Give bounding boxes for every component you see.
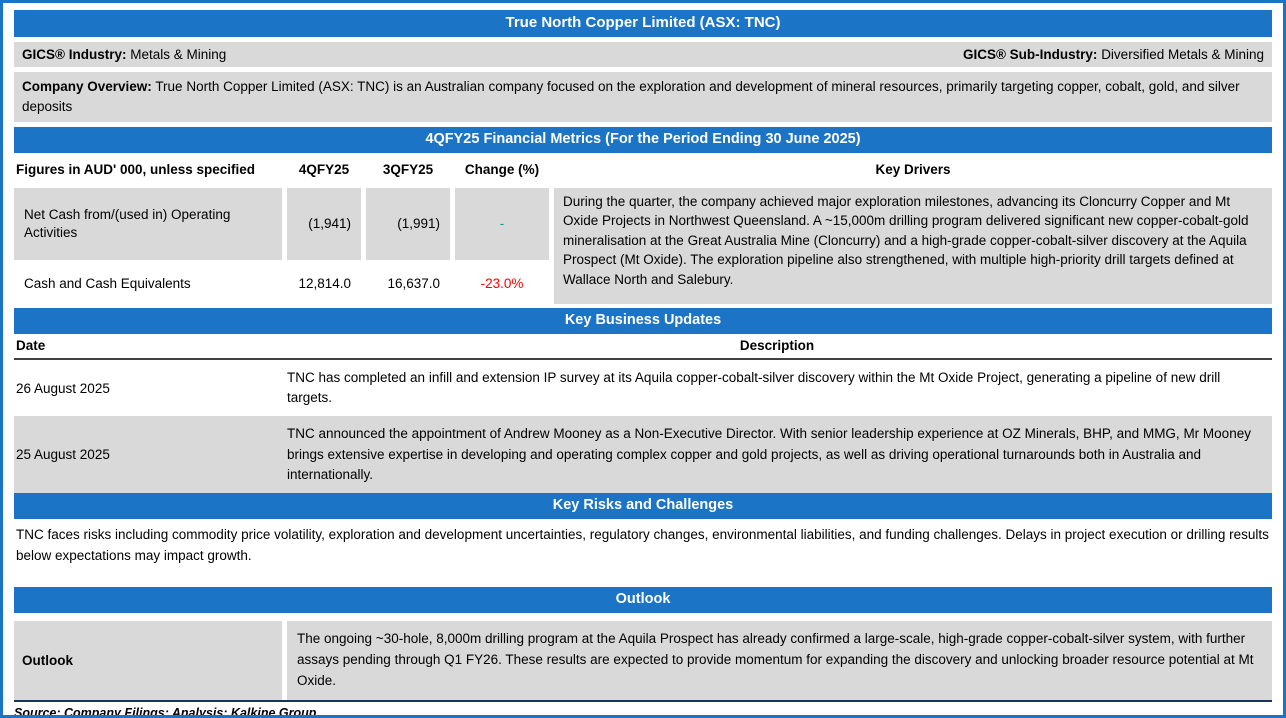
business-update-row: 26 August 2025 TNC has completed an infi… — [14, 360, 1272, 417]
outlook-text: The ongoing ~30-hole, 8,000m drilling pr… — [287, 620, 1272, 700]
column-header-4qfy25: 4QFY25 — [298, 162, 350, 178]
update-description: TNC has completed an infill and extensio… — [287, 369, 1221, 406]
gics-row: GICS® Industry: Metals & Mining GICS® Su… — [14, 41, 1272, 67]
company-overview-label: Company Overview: — [22, 78, 152, 94]
financial-metrics-section-header: 4QFY25 Financial Metrics (For the Period… — [14, 127, 1272, 153]
source-note: Source: Company Filings; Analysis: Kalki… — [14, 699, 1272, 715]
column-header-date: Date — [16, 337, 46, 353]
business-updates-column-headers: Date Description — [14, 334, 1272, 360]
column-header-figures: Figures in AUD' 000, unless specified — [16, 162, 256, 178]
report-title: True North Copper Limited (ASX: TNC) — [14, 10, 1272, 37]
business-update-row: 25 August 2025 TNC announced the appoint… — [14, 416, 1272, 494]
update-date: 25 August 2025 — [16, 447, 110, 463]
risks-section-header: Key Risks and Challenges — [14, 493, 1272, 520]
net-cash-change-value: - — [455, 187, 549, 260]
cash-equivalents-change-value: -23.0% — [480, 276, 524, 292]
gics-industry: GICS® Industry: Metals & Mining — [22, 47, 226, 62]
update-date: 26 August 2025 — [16, 380, 110, 396]
outlook-section-header: Outlook — [14, 586, 1272, 613]
column-header-3qfy25: 3QFY25 — [382, 162, 434, 178]
update-description: TNC announced the appointment of Andrew … — [287, 426, 1251, 482]
risks-text: TNC faces risks including commodity pric… — [16, 527, 1269, 563]
financial-metrics-table: Figures in AUD' 000, unless specified 4Q… — [14, 156, 1272, 304]
net-cash-4q-value: (1,941) — [287, 187, 361, 260]
key-drivers-text: During the quarter, the company achieved… — [554, 187, 1272, 304]
gics-sub-industry: GICS® Sub-Industry: Diversified Metals &… — [963, 47, 1264, 62]
gics-sub-industry-value: Diversified Metals & Mining — [1101, 46, 1264, 62]
outlook-row: Outlook The ongoing ~30-hole, 8,000m dri… — [14, 620, 1272, 700]
company-overview: Company Overview: True North Copper Limi… — [14, 71, 1272, 122]
column-header-change-pct: Change (%) — [464, 162, 540, 178]
column-header-description: Description — [739, 337, 815, 353]
net-cash-3q-value: (1,991) — [366, 187, 450, 260]
company-overview-text: True North Copper Limited (ASX: TNC) is … — [22, 78, 1240, 114]
business-updates-section-header: Key Business Updates — [14, 307, 1272, 334]
metric-name-net-cash: Net Cash from/(used in) Operating Activi… — [14, 187, 282, 260]
cash-equivalents-4q-value: 12,814.0 — [298, 276, 351, 292]
cash-equivalents-3q-value: 16,637.0 — [387, 276, 440, 292]
gics-industry-label: GICS® Industry: — [22, 46, 127, 62]
gics-sub-industry-label: GICS® Sub-Industry: — [962, 46, 1098, 62]
gics-industry-value: Metals & Mining — [130, 46, 227, 62]
metric-name-cash-equivalents: Cash and Cash Equivalents — [24, 275, 191, 291]
column-header-key-drivers: Key Drivers — [875, 162, 951, 178]
outlook-label: Outlook — [14, 620, 282, 700]
